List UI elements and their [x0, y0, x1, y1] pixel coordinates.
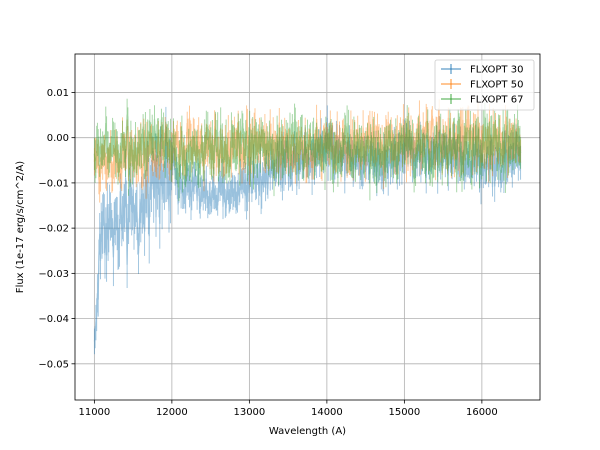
series-1 — [93, 105, 522, 355]
legend-entry: FLXOPT 67 — [441, 94, 523, 106]
legend-entry: FLXOPT 50 — [441, 79, 523, 91]
y-tick-label: −0.04 — [38, 314, 69, 325]
y-tick-label: −0.05 — [38, 359, 69, 370]
y-tick-label: 0.00 — [47, 133, 69, 144]
series-2 — [93, 99, 522, 203]
series-3 — [93, 98, 522, 202]
legend-label: FLXOPT 30 — [470, 65, 523, 76]
x-tick-label: 11000 — [78, 407, 110, 418]
x-tick-label: 16000 — [466, 407, 498, 418]
series-layer — [93, 98, 522, 355]
x-tick-label: 15000 — [388, 407, 420, 418]
grid — [75, 54, 540, 400]
y-tick-label: −0.01 — [38, 178, 69, 189]
series-line — [93, 117, 522, 342]
x-tick-label: 14000 — [311, 407, 343, 418]
ticks: 11000 12000 13000 14000 15000 16000 −0.05 −0.04… — [38, 88, 497, 418]
plot-frame — [74, 53, 541, 401]
y-tick-label: −0.02 — [38, 224, 69, 235]
legend-label: FLXOPT 67 — [470, 95, 523, 106]
legend: FLXOPT 30 FLXOPT 50 FLXOPT 67 — [434, 59, 535, 111]
series-line — [93, 113, 522, 187]
y-tick-label: −0.03 — [38, 269, 69, 280]
legend-box — [434, 59, 535, 111]
x-tick-label: 13000 — [233, 407, 265, 418]
series-line — [93, 114, 522, 183]
x-tick-label: 12000 — [156, 407, 188, 418]
y-tick-label: 0.01 — [47, 88, 69, 99]
legend-label: FLXOPT 50 — [470, 80, 523, 91]
legend-entry: FLXOPT 30 — [441, 64, 523, 76]
x-axis-label: Wavelength (A) — [269, 426, 346, 437]
y-axis-label: Flux (1e-17 erg/s/cm^2/A) — [15, 161, 26, 293]
